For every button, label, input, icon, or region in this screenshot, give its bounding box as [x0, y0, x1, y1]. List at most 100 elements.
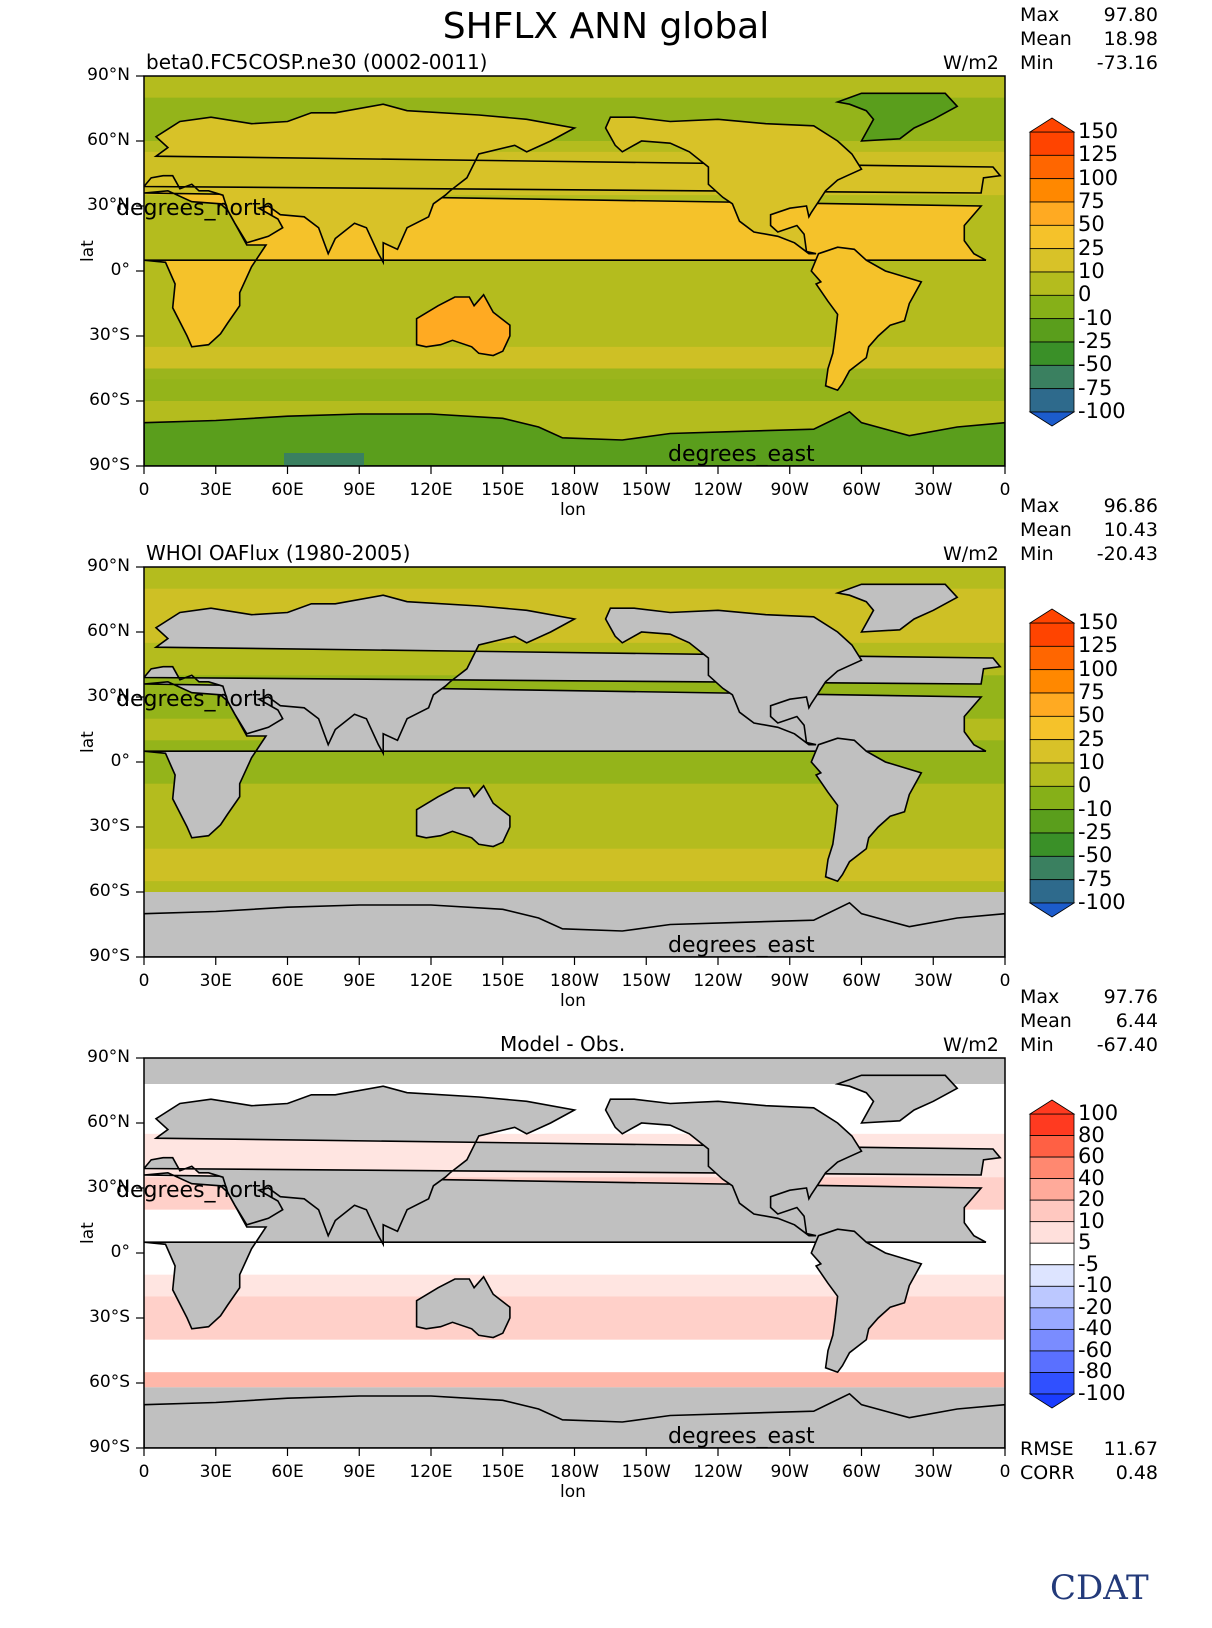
x-tick-label: 120W — [693, 1462, 743, 1482]
panel-difference: Model - Obs. W/m2 Max 97.76 Mean 6.44 Min -67.4… — [0, 982, 1212, 1502]
x-tick-label: 150E — [481, 480, 525, 500]
y-tick-label: 90°S — [89, 455, 130, 475]
x-tick-label: 150W — [621, 480, 671, 500]
continent-namerica — [604, 116, 863, 255]
continent-antarctica — [144, 1392, 1005, 1448]
corr-value: 0.48 — [1115, 1462, 1158, 1484]
colorbar-label: 100 — [1078, 1101, 1119, 1125]
colorbar-label: 50 — [1078, 703, 1105, 728]
map-plot — [136, 1057, 1076, 1456]
lon-overlay-label: degrees_east — [668, 1424, 815, 1449]
continent-australia — [415, 784, 511, 848]
panel-model: beta0.FC5COSP.ne30 (0002-0011) W/m2 Max 97.… — [0, 0, 1212, 520]
colorbar-bin — [1029, 318, 1075, 343]
x-tick-label: 90E — [343, 1462, 376, 1482]
colorbar-label: -100 — [1078, 399, 1126, 423]
colorbar-bin — [1029, 271, 1075, 296]
continent-samerica — [810, 246, 923, 392]
colorbar-label: 125 — [1078, 633, 1119, 658]
colorbar-label: -25 — [1078, 329, 1113, 353]
colorbar-bin — [1029, 388, 1075, 413]
y-tick-label: 30°S — [89, 816, 130, 836]
colorbar-bin — [1029, 762, 1075, 787]
map-plot — [136, 566, 1076, 965]
colorbar-bin — [1029, 622, 1075, 647]
x-tick-label: 30W — [914, 480, 953, 500]
lat-overlay-label: degrees_north — [116, 196, 275, 221]
colorbar-bin — [1029, 1328, 1075, 1352]
continent-australia — [415, 293, 511, 357]
colorbar-label: -40 — [1078, 1316, 1113, 1341]
colorbar-label: -75 — [1078, 866, 1113, 891]
stat-mean-value: 6.44 — [1115, 1010, 1158, 1032]
colorbar-label: 0 — [1078, 773, 1092, 798]
field-band — [144, 1274, 1005, 1297]
continent-antarctica — [144, 410, 1005, 466]
continent-eurasia — [144, 1085, 1002, 1248]
x-axis-label: lon — [560, 1482, 586, 1502]
colorbar-bin — [1029, 855, 1075, 881]
field-band — [144, 368, 1005, 401]
colorbar-bin — [1029, 809, 1075, 834]
colorbar-bin — [1029, 131, 1075, 156]
stat-mean-label: Mean — [1020, 519, 1072, 541]
x-tick-label: 0 — [999, 971, 1011, 991]
y-tick-label: 0° — [110, 260, 130, 280]
panel-observation: WHOI OAFlux (1980-2005) W/m2 Max 96.86 Mean 1… — [0, 491, 1212, 1011]
colorbar-bin — [1029, 1156, 1075, 1180]
continent-antarctica — [144, 901, 1005, 957]
colorbar-bin — [1029, 669, 1075, 694]
colorbar-label: -75 — [1078, 375, 1113, 400]
stat-max-value: 96.86 — [1103, 495, 1158, 517]
colorbar-label: 5 — [1078, 1230, 1092, 1255]
colorbar-bin — [1029, 224, 1075, 250]
y-axis-label: lat — [78, 240, 98, 262]
x-tick-label: 90W — [770, 971, 809, 991]
colorbar-bin — [1029, 364, 1075, 390]
colorbar-bin — [1029, 1178, 1075, 1201]
stat-max-label: Max — [1020, 986, 1060, 1008]
colorbar-bin — [1029, 341, 1075, 366]
colorbar-bin — [1029, 1199, 1075, 1223]
colorbar-label: 40 — [1078, 1165, 1105, 1190]
colorbar-label: 150 — [1078, 119, 1119, 143]
x-tick-label: 150W — [621, 1462, 671, 1482]
colorbar-bin — [1029, 1135, 1075, 1158]
colorbar-bin — [1029, 879, 1075, 904]
stat-max-label: Max — [1020, 4, 1060, 26]
x-tick-label: 60W — [842, 480, 881, 500]
x-tick-label: 60E — [271, 1462, 304, 1482]
colorbar-label: 80 — [1078, 1122, 1105, 1147]
colorbar-bin — [1029, 1221, 1075, 1244]
x-axis-label: lon — [560, 500, 586, 520]
y-tick-label: 60°N — [87, 1112, 130, 1132]
continent-eurasia — [144, 103, 1002, 266]
colorbar-label: 0 — [1078, 282, 1092, 307]
y-tick-label: 30°N — [87, 686, 130, 706]
x-axis-label: lon — [560, 991, 586, 1011]
rmse-label: RMSE — [1020, 1438, 1074, 1460]
stat-mean-value: 18.98 — [1103, 28, 1158, 50]
colorbar-label: 50 — [1078, 212, 1105, 237]
y-tick-label: 60°N — [87, 621, 130, 641]
colorbar-bin — [1029, 294, 1075, 320]
stat-max-label: Max — [1020, 495, 1060, 517]
continent-greenland — [834, 1074, 959, 1124]
lat-overlay-label: degrees_north — [116, 1178, 275, 1203]
stat-min-value: -20.43 — [1096, 543, 1158, 565]
stat-max-value: 97.76 — [1103, 986, 1158, 1008]
x-tick-label: 150E — [481, 1462, 525, 1482]
panel-subtitle: WHOI OAFlux (1980-2005) — [146, 541, 411, 565]
lon-overlay-label: degrees_east — [668, 933, 815, 958]
colorbar-bin — [1029, 1113, 1075, 1136]
colorbar-label: -25 — [1078, 820, 1113, 844]
x-tick-label: 90E — [343, 480, 376, 500]
field-band — [144, 848, 1005, 882]
colorbar-label: 10 — [1078, 1208, 1105, 1233]
x-tick-label: 60W — [842, 971, 881, 991]
map-plot — [136, 75, 1076, 474]
x-tick-label: 30E — [199, 1462, 232, 1482]
y-tick-label: 0° — [110, 1242, 130, 1262]
stat-min-label: Min — [1020, 1034, 1054, 1056]
stat-mean-value: 10.43 — [1103, 519, 1158, 541]
